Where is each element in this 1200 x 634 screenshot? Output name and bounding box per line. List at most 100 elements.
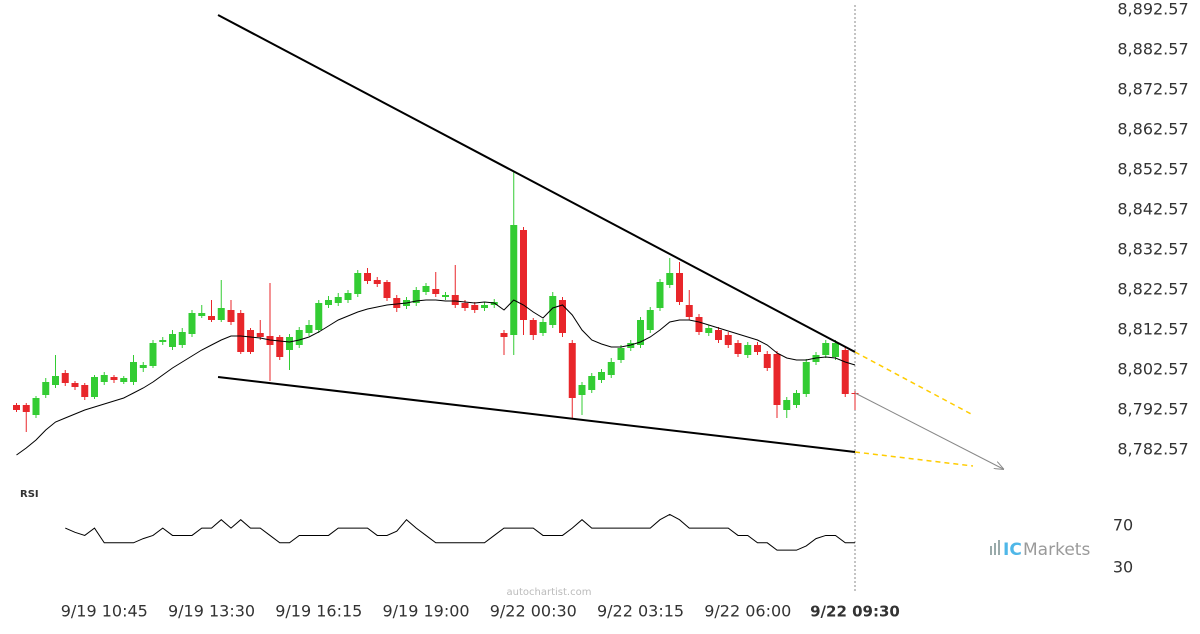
candle-body [841, 350, 849, 394]
brand-logo: IC Markets [990, 540, 1090, 560]
rsi-tick-label: 70 [1113, 516, 1133, 535]
rsi-line [65, 513, 855, 551]
y-tick-label: 8,872.57 [1117, 80, 1188, 99]
candle-body [646, 310, 654, 330]
x-tick-label: 9/19 10:45 [61, 602, 148, 621]
x-tick-label: 9/19 13:30 [168, 602, 255, 621]
candle-body [607, 362, 615, 375]
candle-body [81, 385, 89, 397]
trend-line [217, 376, 856, 453]
candle-body [617, 348, 625, 360]
candle-body [383, 282, 391, 298]
candle-body [832, 343, 839, 357]
candle-body [110, 377, 118, 380]
candle-body [734, 343, 742, 354]
candle-body [91, 377, 98, 397]
candle-body [432, 289, 440, 294]
candle-body [666, 273, 674, 285]
trend-line [217, 14, 856, 353]
candle-body [598, 372, 605, 380]
candle-body [676, 273, 683, 302]
candle-body [578, 385, 586, 395]
candle-body [763, 354, 771, 368]
candle-body [139, 365, 147, 368]
candle-body [793, 393, 800, 405]
candle-body [208, 316, 215, 320]
candle-body [695, 317, 703, 332]
y-tick-label: 8,822.57 [1117, 280, 1188, 299]
candle-body [715, 330, 722, 340]
candle-body [802, 362, 810, 394]
candle-body [520, 230, 527, 320]
candle-body [549, 296, 557, 325]
candle-body [100, 375, 108, 382]
candle-body [286, 337, 293, 350]
candle-body [442, 295, 449, 297]
y-tick-label: 8,782.57 [1117, 440, 1188, 459]
candle-body [247, 330, 254, 352]
x-tick-label: 9/22 00:30 [490, 602, 577, 621]
candle-body [159, 340, 167, 342]
candle-body [461, 303, 469, 308]
candle-body [529, 320, 537, 335]
candle-body [773, 354, 781, 405]
logo-bar [994, 543, 996, 555]
candle-body [471, 305, 479, 310]
y-tick-label: 8,842.57 [1117, 200, 1188, 219]
candle-body [422, 286, 430, 292]
candle-body [22, 405, 30, 412]
moving-average [16, 299, 856, 456]
candle-body [510, 225, 518, 335]
candle-body [783, 400, 791, 410]
brand-prefix: IC [1003, 540, 1022, 560]
candle-body [393, 298, 401, 308]
candle-body [52, 376, 59, 385]
candle-body [32, 398, 40, 415]
candle-body [325, 300, 332, 305]
candle-body [276, 337, 284, 357]
candle-body [130, 362, 137, 382]
candle-body [656, 282, 664, 308]
candle-body [588, 376, 596, 390]
candle-body [305, 325, 313, 333]
y-tick-label: 8,812.57 [1117, 320, 1188, 339]
candle-body [188, 313, 196, 334]
x-tick-label: 9/19 19:00 [382, 602, 469, 621]
x-tick-label: 9/22 06:00 [704, 602, 791, 621]
y-tick-label: 8,862.57 [1117, 120, 1188, 139]
y-tick-label: 8,892.57 [1117, 0, 1188, 19]
projection-line [854, 351, 974, 416]
logo-bar [990, 546, 992, 555]
candle-body [568, 343, 576, 398]
rsi-title: RSI [20, 489, 39, 500]
candle-body [217, 308, 225, 320]
candle-body [71, 383, 79, 387]
candle-body [354, 273, 362, 294]
y-tick-label: 8,882.57 [1117, 40, 1188, 59]
candle-body [744, 345, 752, 355]
rsi-tick-label: 30 [1113, 558, 1133, 577]
candle-body [451, 295, 459, 305]
candle-body [754, 345, 761, 352]
candle-body [637, 320, 644, 345]
candle-body [13, 405, 20, 410]
x-tick-label: 9/22 03:15 [597, 602, 684, 621]
y-tick-label: 8,792.57 [1117, 400, 1188, 419]
y-tick-label: 8,852.57 [1117, 160, 1188, 179]
candle-body [344, 293, 352, 300]
forecast-arrow [854, 392, 1003, 469]
candle-body [295, 330, 303, 345]
candle-body [256, 333, 264, 337]
candle-body [61, 373, 69, 383]
brand-name: Markets [1023, 540, 1090, 560]
logo-bar [998, 540, 1000, 555]
candle-body [724, 335, 732, 345]
candle-body [559, 300, 566, 333]
candle-body [149, 343, 157, 366]
x-tick-label: 9/19 16:15 [275, 602, 362, 621]
projection-line [854, 451, 974, 467]
candle-body [237, 313, 245, 352]
candle-body [822, 343, 830, 355]
